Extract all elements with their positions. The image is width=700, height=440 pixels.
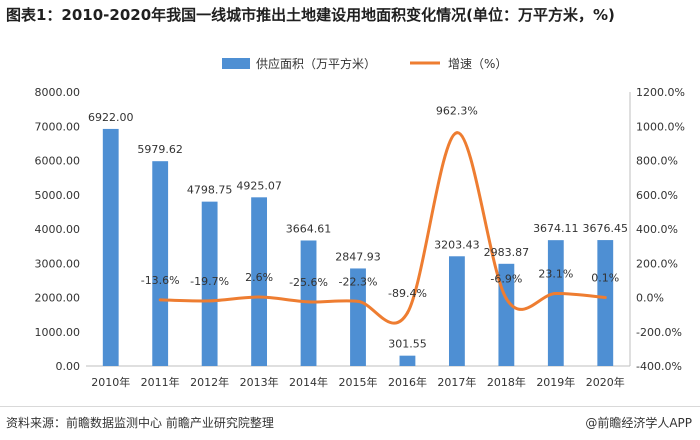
footer-divider [0,406,700,407]
line-value-label: -25.6% [289,276,328,289]
right-y-tick-label: 1200.0% [636,86,685,99]
x-tick-label: 2018年 [487,375,526,389]
left-y-tick-label: 8000.00 [35,86,81,99]
right-y-tick-label: -400.0% [636,360,682,373]
right-y-tick-label: 800.0% [636,155,678,168]
line-point [307,300,311,304]
line-value-label: -22.3% [339,275,378,288]
line-value-label: 23.1% [538,268,573,281]
line-point [257,295,261,299]
line-value-label: -89.4% [388,287,427,300]
legend: 供应面积（万平方米） 增速（%） [222,56,507,71]
left-y-tick-label: 1000.00 [35,326,81,339]
line-value-label: 962.3% [436,105,478,118]
line-value-label: -19.7% [190,275,229,288]
bar [597,240,614,366]
line-value-label: 2.6% [245,271,273,284]
x-tick-label: 2015年 [339,375,378,389]
bar-value-label: 3664.61 [286,222,332,235]
x-tick-label: 2017年 [437,375,476,389]
bar [547,240,564,366]
x-tick-label: 2011年 [141,375,180,389]
left-y-tick-label: 6000.00 [35,155,81,168]
bar-value-label: 2983.87 [484,246,530,259]
bar-value-label: 3203.43 [434,238,480,251]
right-y-tick-label: 600.0% [636,189,678,202]
x-tick-label: 2012年 [190,375,229,389]
bar [350,268,366,366]
line-value-label: -13.6% [141,274,180,287]
line-point [208,299,212,303]
x-tick-label: 2016年 [388,375,427,389]
growth-line [160,131,606,325]
right-y-tick-label: -200.0% [636,326,682,339]
bar [448,256,465,366]
line-point [158,298,162,302]
x-tick-label: 2014年 [289,375,328,389]
line-point [455,131,459,135]
source-note: 资料来源：前瞻数据监测中心 前瞻产业研究院整理 [6,416,274,430]
x-tick-label: 2019年 [536,375,575,389]
left-y-tick-label: 7000.00 [35,120,81,133]
bar-value-label: 2847.93 [335,250,381,263]
legend-line-label: 增速（%） [448,57,507,71]
bar-value-label: 6922.00 [88,111,134,124]
chart-title: 图表1：2010-2020年我国一线城市推出土地建设用地面积变化情况(单位：万平… [6,6,615,24]
bar-value-label: 5979.62 [137,143,183,156]
brand-credit: @前瞻经济学人APP [585,416,692,430]
axes: 0.00 1000.00 2000.00 3000.00 4000.00 5000.00 6… [35,86,685,389]
bar-value-label: 4925.07 [236,179,282,192]
line-point [356,299,360,303]
left-y-tick-label: 0.00 [56,360,81,373]
bar [251,197,268,366]
line-point [405,311,409,315]
bar [152,161,169,366]
bar-value-label: 301.55 [388,338,427,351]
right-y-tick-label: 1000.0% [636,120,685,133]
x-tick-label: 2013年 [240,375,279,389]
line-value-label: 0.1% [591,271,619,284]
left-y-tick-label: 4000.00 [35,223,81,236]
left-y-tick-label: 5000.00 [35,189,81,202]
line-point [603,295,607,299]
right-y-tick-label: 400.0% [636,223,678,236]
bar [102,128,119,366]
line-point [504,297,508,301]
x-tick-label: 2010年 [91,375,130,389]
bar-series [102,128,614,366]
data-labels: 6922.00 5979.62 4798.75 4925.07 3664.61 2847.… [88,105,628,351]
line-series [158,131,607,325]
line-point [554,292,558,296]
bar [201,201,218,366]
bar-value-label: 3674.11 [533,222,579,235]
bar [399,355,416,366]
line-value-label: -6.9% [490,273,522,286]
bar-value-label: 3676.45 [583,222,629,235]
left-y-tick-label: 2000.00 [35,292,81,305]
left-y-tick-label: 3000.00 [35,257,81,270]
right-y-tick-label: 0.0% [636,292,664,305]
right-y-tick-label: 200.0% [636,257,678,270]
x-tick-label: 2020年 [586,375,625,389]
bar-value-label: 4798.75 [187,184,233,197]
legend-bar-swatch [222,58,250,69]
chart-canvas: 供应面积（万平方米） 增速（%） 0.00 1000.00 2000.00 3000.… [35,56,685,389]
legend-bar-label: 供应面积（万平方米） [256,56,376,71]
